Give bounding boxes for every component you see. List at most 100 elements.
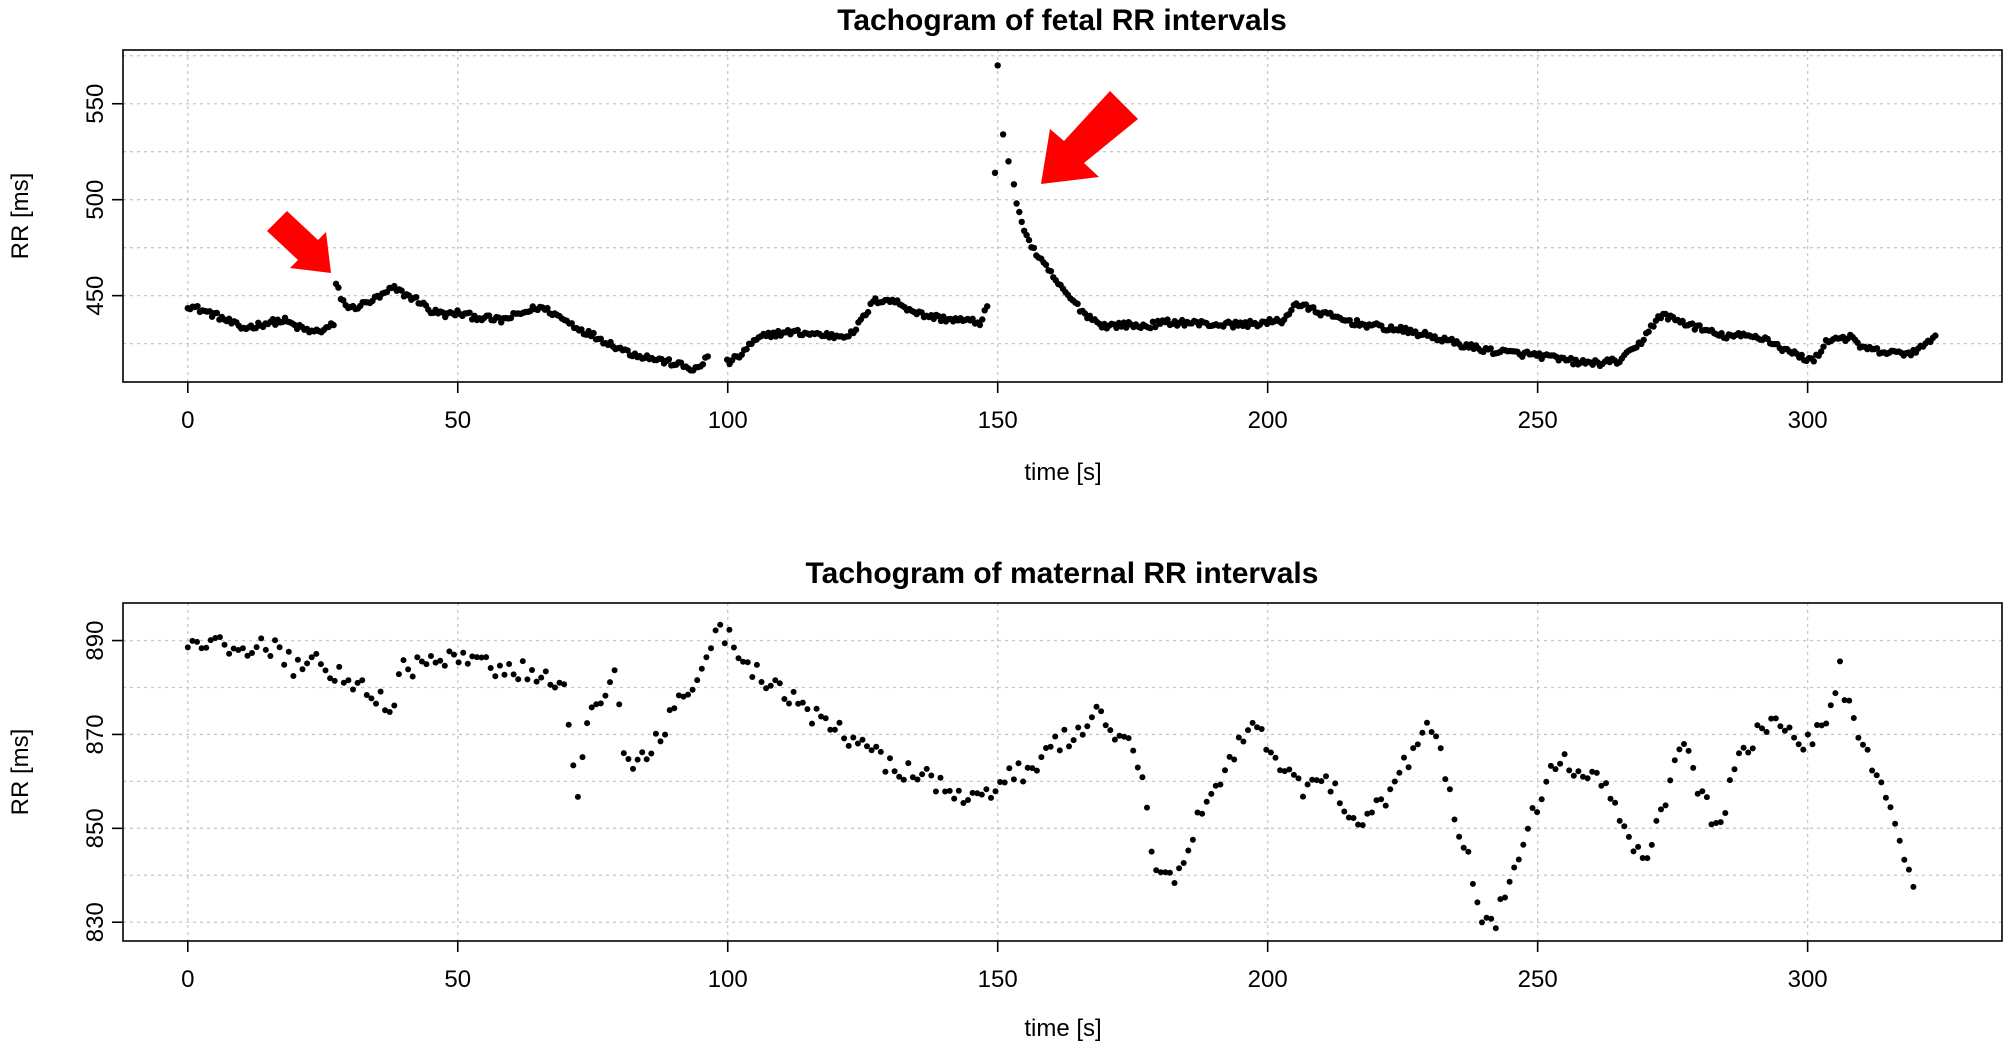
fetal-annotation-arrow-large bbox=[1041, 91, 1138, 184]
data-point bbox=[918, 309, 925, 316]
data-point bbox=[1520, 841, 1527, 848]
data-point bbox=[1603, 780, 1609, 787]
data-point bbox=[662, 731, 669, 738]
y-tick-label: 870 bbox=[82, 714, 109, 754]
data-point bbox=[281, 661, 288, 668]
data-point bbox=[1084, 723, 1091, 730]
data-point bbox=[1639, 855, 1646, 861]
x-tick-label: 200 bbox=[1248, 407, 1288, 434]
data-point bbox=[730, 644, 737, 651]
data-point bbox=[585, 327, 592, 335]
data-point bbox=[1272, 754, 1279, 761]
data-point bbox=[1676, 746, 1683, 753]
data-point bbox=[1194, 809, 1201, 816]
data-point bbox=[1810, 358, 1818, 365]
maternal-y-axis: 830 850 870 890 bbox=[82, 621, 123, 942]
data-point bbox=[602, 692, 609, 699]
data-point bbox=[854, 740, 861, 747]
data-point bbox=[1827, 702, 1834, 709]
data-point bbox=[1410, 745, 1417, 752]
data-point bbox=[1364, 810, 1371, 817]
data-point bbox=[1208, 790, 1215, 797]
data-point bbox=[1671, 757, 1678, 764]
data-point bbox=[1153, 867, 1160, 874]
data-point bbox=[1658, 806, 1664, 813]
data-point bbox=[1795, 741, 1802, 748]
data-point bbox=[1066, 743, 1072, 750]
data-point bbox=[1043, 745, 1049, 751]
data-point bbox=[620, 750, 627, 757]
x-tick-label: 100 bbox=[708, 966, 748, 993]
data-point bbox=[1018, 218, 1025, 226]
data-point bbox=[1446, 786, 1453, 793]
data-point bbox=[698, 665, 705, 672]
data-point bbox=[1302, 301, 1310, 308]
data-point bbox=[386, 709, 393, 715]
data-point bbox=[276, 644, 283, 651]
data-point bbox=[852, 326, 860, 333]
data-point bbox=[313, 650, 320, 657]
data-point bbox=[1653, 817, 1660, 824]
data-point bbox=[1713, 820, 1720, 826]
y-tick-label: 500 bbox=[82, 180, 109, 220]
data-point bbox=[1768, 715, 1775, 722]
fetal-chart-title: Tachogram of fetal RR intervals bbox=[837, 4, 1287, 37]
data-point bbox=[1113, 324, 1120, 331]
x-tick-label: 150 bbox=[978, 407, 1018, 434]
data-point bbox=[1116, 732, 1123, 739]
data-point bbox=[496, 662, 503, 669]
data-point bbox=[1483, 914, 1490, 921]
x-tick-label: 250 bbox=[1518, 966, 1558, 993]
data-point bbox=[1717, 819, 1724, 826]
data-point bbox=[252, 324, 259, 332]
data-point bbox=[207, 637, 214, 644]
data-point bbox=[1001, 779, 1008, 786]
data-point bbox=[1814, 722, 1821, 728]
data-point bbox=[978, 791, 985, 798]
data-point bbox=[441, 662, 448, 669]
data-point bbox=[1134, 764, 1141, 771]
data-point bbox=[786, 700, 792, 707]
data-point bbox=[432, 659, 439, 666]
data-point bbox=[414, 654, 421, 661]
data-point bbox=[1290, 771, 1297, 778]
data-point bbox=[994, 62, 1001, 69]
data-point bbox=[1567, 354, 1575, 362]
data-point bbox=[965, 797, 971, 803]
data-point bbox=[634, 756, 641, 763]
data-point bbox=[451, 651, 457, 658]
data-point bbox=[317, 661, 324, 668]
data-point bbox=[1511, 864, 1518, 871]
data-point bbox=[1189, 836, 1196, 843]
data-point bbox=[680, 693, 687, 700]
data-point bbox=[373, 700, 379, 707]
data-point bbox=[1235, 734, 1242, 741]
data-point bbox=[969, 789, 976, 796]
data-point bbox=[1125, 735, 1132, 742]
fetal-plot-frame bbox=[122, 49, 2003, 383]
data-point bbox=[492, 673, 499, 680]
data-point bbox=[483, 654, 490, 661]
data-point bbox=[547, 681, 554, 688]
data-point bbox=[1254, 724, 1261, 731]
data-point bbox=[708, 645, 714, 652]
data-point bbox=[460, 649, 467, 656]
data-point bbox=[1492, 925, 1499, 932]
data-point bbox=[1448, 335, 1456, 343]
data-point bbox=[1424, 719, 1430, 726]
data-point bbox=[1079, 731, 1086, 738]
data-point bbox=[882, 768, 889, 775]
data-point bbox=[1644, 855, 1651, 862]
data-point bbox=[1428, 729, 1435, 735]
maternal-chart-title: Tachogram of maternal RR intervals bbox=[806, 557, 1319, 590]
data-point bbox=[544, 304, 551, 312]
data-point bbox=[1240, 738, 1247, 745]
data-point bbox=[813, 705, 820, 712]
data-point bbox=[1855, 734, 1862, 741]
data-point bbox=[1047, 268, 1055, 275]
data-point bbox=[299, 666, 306, 673]
data-point bbox=[1263, 746, 1270, 753]
data-point bbox=[1281, 768, 1288, 775]
data-point bbox=[1353, 317, 1361, 324]
data-point bbox=[556, 679, 563, 686]
